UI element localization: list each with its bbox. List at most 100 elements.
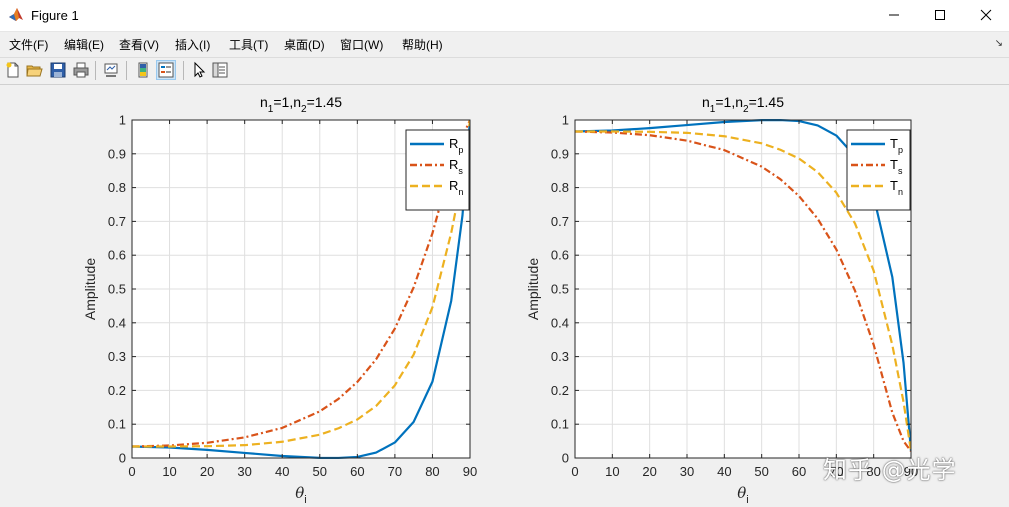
- watermark: 知乎 @光学: [823, 456, 957, 484]
- x-tick-label: 0: [571, 464, 578, 479]
- y-tick-label: 0.2: [108, 383, 126, 398]
- legend-icon: [158, 62, 174, 78]
- y-tick-label: 0.6: [551, 248, 569, 263]
- print-button[interactable]: [72, 61, 90, 79]
- y-tick-label: 0.2: [551, 383, 569, 398]
- y-axis-label: Amplitude: [82, 258, 98, 320]
- series-line-Rn: [132, 119, 470, 448]
- window-title: Figure 1: [31, 8, 79, 23]
- y-tick-label: 0.5: [108, 282, 126, 297]
- menu-edit[interactable]: 编辑(E): [64, 38, 104, 52]
- y-tick-label: 0: [119, 451, 126, 466]
- y-tick-label: 0.5: [551, 282, 569, 297]
- minimize-icon: [889, 14, 899, 16]
- close-button[interactable]: [963, 0, 1009, 31]
- legend-label: Rp: [449, 136, 463, 155]
- save-button[interactable]: [49, 61, 67, 79]
- open-file-button[interactable]: [25, 61, 43, 79]
- y-tick-label: 1: [562, 113, 569, 128]
- plot-title: n1=1,n2=1.45: [702, 94, 784, 115]
- y-tick-label: 0.9: [551, 146, 569, 161]
- property-editor-icon: [212, 62, 228, 78]
- x-tick-label: 70: [829, 464, 843, 479]
- y-axis-label: Amplitude: [525, 258, 541, 320]
- close-icon: [980, 9, 992, 21]
- legend-label: Tp: [890, 136, 903, 155]
- x-tick-label: 30: [237, 464, 251, 479]
- menu-overflow-icon[interactable]: ↘: [994, 38, 1003, 49]
- x-axis-label: θi: [737, 484, 748, 506]
- save-icon: [50, 62, 66, 78]
- colorbar-icon: [138, 62, 148, 78]
- y-tick-label: 0.8: [551, 180, 569, 195]
- toolbar-separator: [183, 61, 184, 80]
- matlab-icon: [9, 8, 23, 21]
- x-tick-label: 40: [275, 464, 289, 479]
- figure-toolbar: [0, 57, 1009, 85]
- y-tick-label: 0.4: [108, 315, 126, 330]
- legend[interactable]: Tp Ts Tn: [846, 129, 911, 211]
- x-tick-label: 90: [463, 464, 477, 479]
- y-tick-label: 0.9: [108, 146, 126, 161]
- window-titlebar: Figure 1: [0, 0, 1009, 32]
- x-tick-label: 20: [200, 464, 214, 479]
- y-tick-label: 0.1: [551, 417, 569, 432]
- x-tick-label: 0: [128, 464, 135, 479]
- property-editor-button[interactable]: [211, 61, 229, 79]
- pointer-icon: [194, 61, 206, 78]
- new-figure-button[interactable]: [4, 61, 22, 79]
- y-tick-label: 0: [562, 451, 569, 466]
- open-file-icon: [26, 65, 43, 77]
- plot-axes-1: 0 10 20 30 40 50 60 70 80 90 0 0.1 0.2 0.3 0.4 0.5 0.6 0.…: [82, 94, 477, 506]
- maximize-button[interactable]: [917, 0, 963, 31]
- legend-label: Tn: [890, 178, 903, 197]
- legend[interactable]: Rp Rs Rn: [405, 129, 470, 211]
- y-tick-label: 0.1: [108, 417, 126, 432]
- menu-help[interactable]: 帮助(H): [402, 38, 443, 52]
- y-tick-label: 0.3: [551, 349, 569, 364]
- toolbar-separator: [126, 61, 127, 80]
- menu-file[interactable]: 文件(F): [9, 38, 49, 52]
- menu-window[interactable]: 窗口(W): [340, 38, 384, 52]
- y-tick-label: 0.7: [108, 214, 126, 229]
- x-tick-label: 20: [642, 464, 656, 479]
- x-tick-label: 10: [162, 464, 176, 479]
- series-line-Tn: [575, 130, 911, 452]
- figure-canvas[interactable]: 0 10 20 30 40 50 60 70 80 90 0 0.1 0.2 0.3 0.4 0.5 0.6 0.…: [0, 85, 1009, 507]
- colorbar-button[interactable]: [134, 61, 152, 79]
- pointer-button[interactable]: [190, 61, 208, 79]
- series-line-Ts: [575, 130, 911, 452]
- minimize-button[interactable]: [871, 0, 917, 31]
- menu-insert[interactable]: 插入(I): [175, 38, 211, 52]
- x-tick-label: 60: [792, 464, 806, 479]
- y-tick-label: 0.3: [108, 349, 126, 364]
- x-tick-label: 50: [313, 464, 327, 479]
- link-plot-icon: [104, 63, 118, 77]
- legend-label: Rs: [449, 157, 463, 176]
- menu-bar: 文件(F) 编辑(E) 查看(V) 插入(I) 工具(T) 桌面(D) 窗口(W…: [0, 32, 1009, 56]
- menu-view[interactable]: 查看(V): [119, 38, 159, 52]
- new-figure-icon: [6, 62, 19, 78]
- x-tick-label: 10: [605, 464, 619, 479]
- y-tick-label: 0.4: [551, 315, 569, 330]
- legend-button[interactable]: [156, 60, 176, 80]
- toolbar-separator: [95, 61, 96, 80]
- y-tick-label: 0.8: [108, 180, 126, 195]
- x-tick-label: 80: [425, 464, 439, 479]
- x-tick-label: 80: [866, 464, 880, 479]
- x-tick-label: 60: [350, 464, 364, 479]
- legend-label: Rn: [449, 178, 463, 197]
- menu-desktop[interactable]: 桌面(D): [284, 38, 325, 52]
- x-axis-label: θi: [295, 484, 306, 506]
- link-plot-button[interactable]: [102, 61, 120, 79]
- x-tick-label: 40: [717, 464, 731, 479]
- x-tick-label: 30: [680, 464, 694, 479]
- menu-tools[interactable]: 工具(T): [229, 38, 269, 52]
- x-tick-label: 70: [388, 464, 402, 479]
- plot-axes-2: 0 10 20 30 40 50 60 70 80 90 0 0.1 0.2 0.3 0.4 0.5 0.6 0.…: [525, 94, 918, 506]
- x-tick-label: 90: [904, 464, 918, 479]
- maximize-icon: [935, 10, 945, 20]
- y-tick-label: 1: [119, 113, 126, 128]
- legend-label: Ts: [890, 157, 903, 176]
- plot-title: n1=1,n2=1.45: [260, 94, 342, 115]
